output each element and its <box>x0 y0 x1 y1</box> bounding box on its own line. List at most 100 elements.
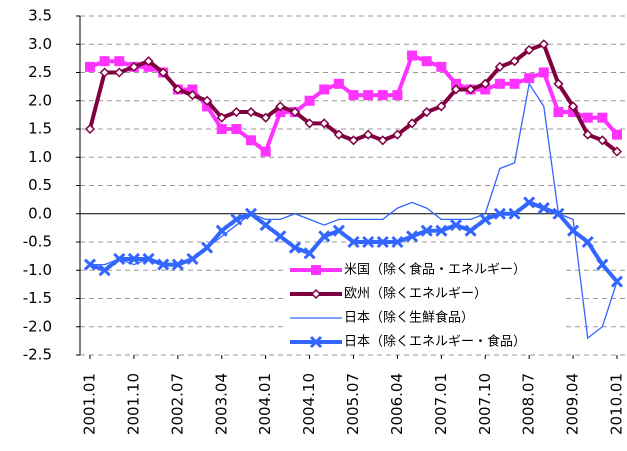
point <box>127 252 140 266</box>
x-tick-label: 2007.01 <box>432 373 450 435</box>
point <box>332 224 345 237</box>
point <box>377 90 388 101</box>
point <box>333 78 344 89</box>
point <box>494 61 505 72</box>
point <box>420 224 433 237</box>
point <box>84 123 96 135</box>
point <box>406 118 418 129</box>
point <box>465 84 476 95</box>
point <box>391 235 404 249</box>
point <box>157 258 170 271</box>
point <box>274 230 287 243</box>
point <box>480 84 491 95</box>
y-tick-label: -2.5 <box>23 346 52 364</box>
y-tick-label: 1.5 <box>28 120 52 138</box>
point <box>612 129 622 140</box>
x-tick-label: 2005.07 <box>344 373 362 435</box>
y-tick-label: 0.0 <box>28 204 52 222</box>
point <box>231 106 242 118</box>
point <box>319 118 330 129</box>
legend-label: 欧州（除くエネルギー） <box>344 287 487 302</box>
point <box>244 207 258 220</box>
point <box>392 129 403 140</box>
point <box>493 207 506 220</box>
point <box>319 84 330 95</box>
point <box>114 56 125 67</box>
y-tick-label: 1.0 <box>28 148 52 166</box>
x-tick-label: 2003.04 <box>212 373 230 435</box>
point <box>407 50 418 61</box>
point <box>347 235 360 249</box>
point <box>304 95 315 106</box>
y-tick-label: -0.5 <box>23 233 52 251</box>
x-tick-label: 2008.07 <box>520 373 538 435</box>
x-tick-label: 2001.01 <box>81 373 99 435</box>
point <box>508 207 521 220</box>
point <box>215 224 228 237</box>
point <box>230 213 243 226</box>
legend-bg <box>286 259 566 281</box>
point <box>582 112 593 123</box>
point <box>231 124 242 134</box>
point <box>114 67 125 78</box>
point <box>421 106 432 118</box>
point <box>509 78 520 89</box>
point <box>246 135 257 146</box>
legend-bg <box>286 283 566 305</box>
point <box>568 101 579 112</box>
point <box>436 101 447 112</box>
point <box>363 90 374 101</box>
point <box>392 90 403 101</box>
point <box>303 247 316 260</box>
legend-label: 米国（除く食品・エネルギー） <box>344 262 526 278</box>
x-tick-label: 2006.04 <box>388 373 406 435</box>
point <box>348 135 359 146</box>
point <box>143 56 154 67</box>
point <box>538 67 549 78</box>
x-tick-label: 2007.10 <box>476 373 494 435</box>
point <box>524 44 535 55</box>
point <box>99 56 110 67</box>
point <box>171 258 184 271</box>
point <box>201 241 214 254</box>
point <box>509 56 520 67</box>
point <box>288 241 302 254</box>
x-tick-label: 2002.07 <box>168 373 186 435</box>
y-tick-label: -1.0 <box>23 261 52 279</box>
x-tick-label: 2009.04 <box>564 373 582 435</box>
point <box>172 84 183 95</box>
point <box>85 61 95 72</box>
point <box>245 106 257 118</box>
point <box>275 107 286 118</box>
point <box>611 146 623 157</box>
legend-bg <box>286 331 566 353</box>
point <box>187 84 198 95</box>
y-tick-label: 2.0 <box>28 91 52 109</box>
point <box>216 112 227 123</box>
legend-label: 日本（除くエネルギー・食品） <box>344 334 526 350</box>
point <box>216 124 227 134</box>
point <box>260 146 271 157</box>
point <box>376 235 389 249</box>
x-tick-label: 2001.10 <box>124 373 142 435</box>
point <box>597 135 608 146</box>
point <box>421 56 432 67</box>
point <box>289 106 301 118</box>
point <box>597 112 608 123</box>
point <box>362 235 375 249</box>
point <box>202 101 213 112</box>
legend-bg <box>286 307 566 329</box>
y-tick-label: -1.5 <box>23 289 52 307</box>
point <box>143 61 154 72</box>
point <box>98 264 111 277</box>
y-tick-label: 3.5 <box>28 7 52 25</box>
point <box>186 252 199 266</box>
point <box>582 129 593 140</box>
y-tick-label: 3.0 <box>28 35 52 53</box>
point <box>333 129 344 140</box>
point <box>260 112 271 123</box>
point <box>567 224 580 237</box>
point <box>377 135 388 146</box>
point <box>348 90 359 101</box>
point <box>436 61 447 72</box>
